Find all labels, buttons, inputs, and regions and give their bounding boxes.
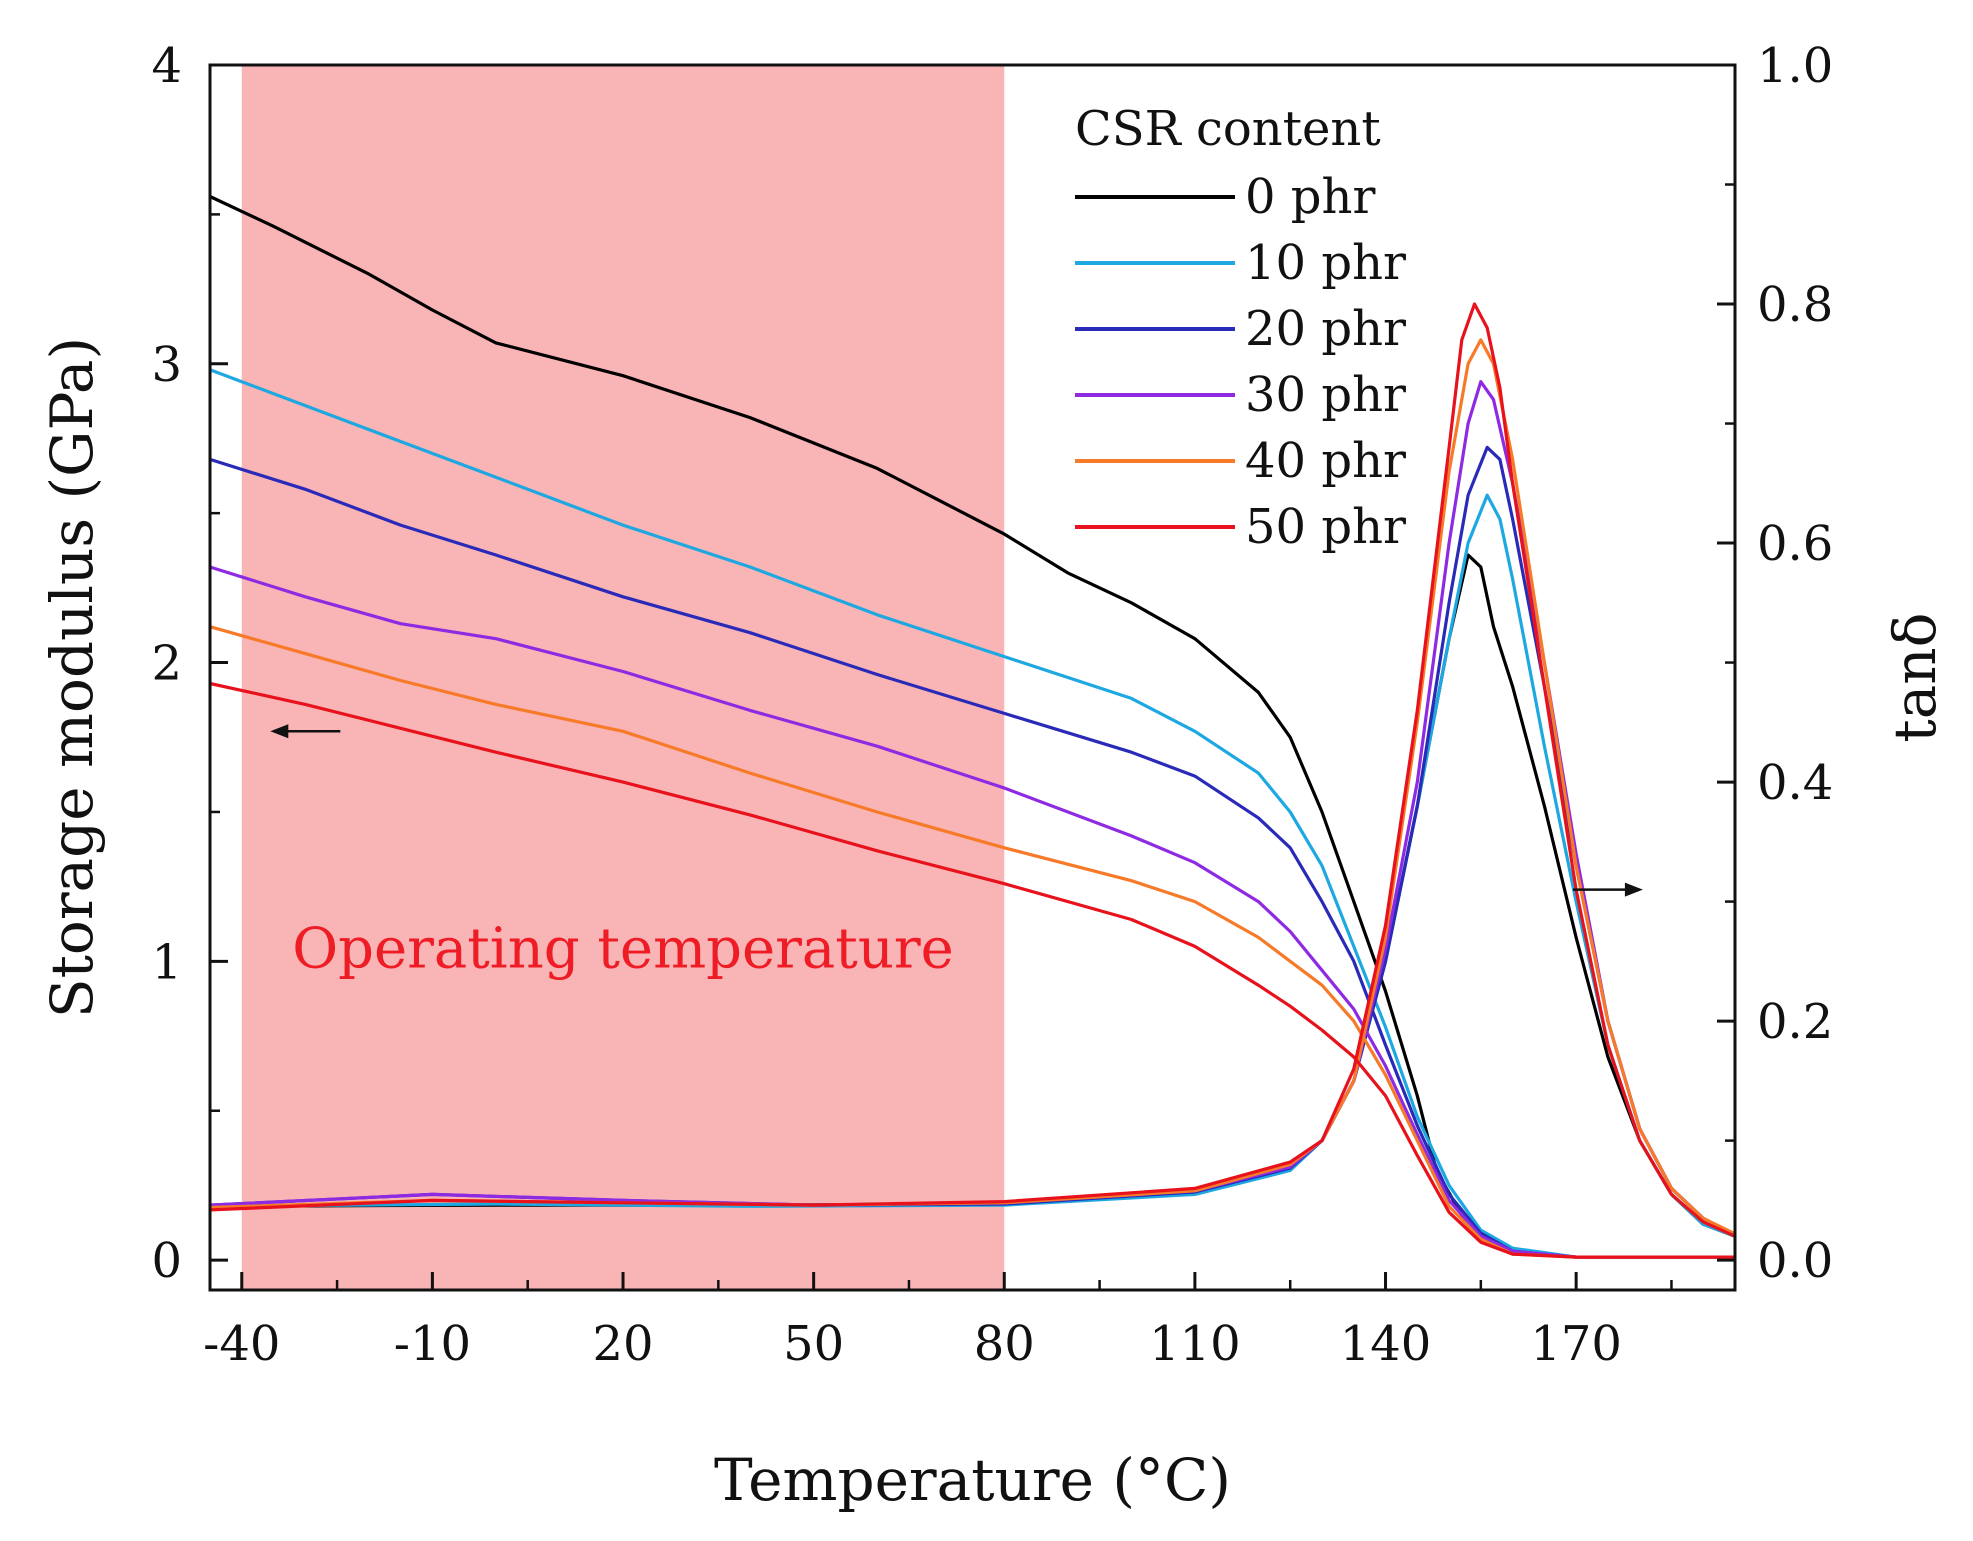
arrow-head: [270, 724, 289, 739]
legend-label: 10 phr: [1245, 235, 1406, 291]
left-mask: [0, 0, 208, 1541]
x-tick-label: 80: [974, 1316, 1035, 1372]
plot-frame: [208, 63, 1737, 1292]
x-tick-label: -10: [394, 1316, 471, 1372]
series-50-phr: [209, 302, 1736, 1259]
axes: -40 -10 20 50 80 110 140 170 0 1 2 3 4 0.0 0.2 0.4 0.6 0.…: [38, 38, 1949, 1514]
y-left-tick-label: 4: [151, 38, 182, 94]
legend-label: 20 phr: [1245, 301, 1406, 357]
legend: CSR content 0 phr 10 phr 20 phr 30 phr 40 phr…: [1075, 101, 1406, 555]
legend-entry: 50 phr: [1075, 499, 1406, 555]
arrow-head: [1624, 882, 1643, 897]
x-tick-label: 110: [1149, 1316, 1241, 1372]
y-right-tick-label: 0.2: [1757, 994, 1833, 1050]
operating-temperature-region: [241, 65, 1005, 1290]
operating-temperature-annotation: Operating temperature: [292, 916, 954, 981]
operating-range-shade: [241, 65, 1005, 1290]
legend-label: 40 phr: [1245, 433, 1406, 489]
x-tick-label: 20: [592, 1316, 653, 1372]
y-left-tick-label: 1: [151, 934, 182, 990]
storage-modulus-line: [209, 457, 1735, 1259]
legend-title: CSR content: [1075, 101, 1381, 157]
legend-entry: 40 phr: [1075, 433, 1406, 489]
legend-label: 0 phr: [1245, 169, 1375, 225]
y-left-axis-title: Storage modulus (GPa): [38, 337, 106, 1018]
storage-modulus-line: [209, 681, 1735, 1259]
legend-entry: 0 phr: [1075, 169, 1375, 225]
legend-entry: 10 phr: [1075, 235, 1406, 291]
right-mask: [1737, 0, 1973, 1541]
top-mask: [0, 0, 1973, 63]
x-tick-label: 140: [1340, 1316, 1432, 1372]
y-right-axis-title: tanδ: [1881, 612, 1949, 742]
y-left-tick-label: 0: [151, 1233, 182, 1289]
y-right-tick-label: 0.6: [1757, 516, 1833, 572]
x-axis-title: Temperature (°C): [714, 1446, 1231, 1514]
storage-modulus-line: [209, 625, 1735, 1259]
legend-label: 50 phr: [1245, 499, 1406, 555]
legend-entry: 20 phr: [1075, 301, 1406, 357]
legend-entry: 30 phr: [1075, 367, 1406, 423]
x-tick-label: 170: [1530, 1316, 1622, 1372]
arrow-left-axis: [270, 724, 341, 739]
legend-label: 30 phr: [1245, 367, 1406, 423]
y-right-tick-label: 0.8: [1757, 277, 1833, 333]
y-right-tick-label: 0.4: [1757, 755, 1833, 811]
x-tick-label: -40: [203, 1316, 280, 1372]
y-right-tick-label: 0.0: [1757, 1233, 1833, 1289]
axis-arrows: [270, 724, 1643, 897]
arrow-right-axis: [1572, 882, 1643, 897]
x-tick-label: 50: [783, 1316, 844, 1372]
y-right-tick-label: 1.0: [1757, 38, 1833, 94]
y-left-tick-label: 3: [151, 337, 182, 393]
storage-modulus-line: [209, 368, 1735, 1259]
tan-delta-line: [209, 302, 1736, 1238]
annotation-label: Operating temperature: [292, 916, 954, 981]
bottom-mask: [0, 1292, 1973, 1541]
storage-modulus-line: [209, 565, 1735, 1259]
y-left-tick-label: 2: [151, 636, 182, 692]
